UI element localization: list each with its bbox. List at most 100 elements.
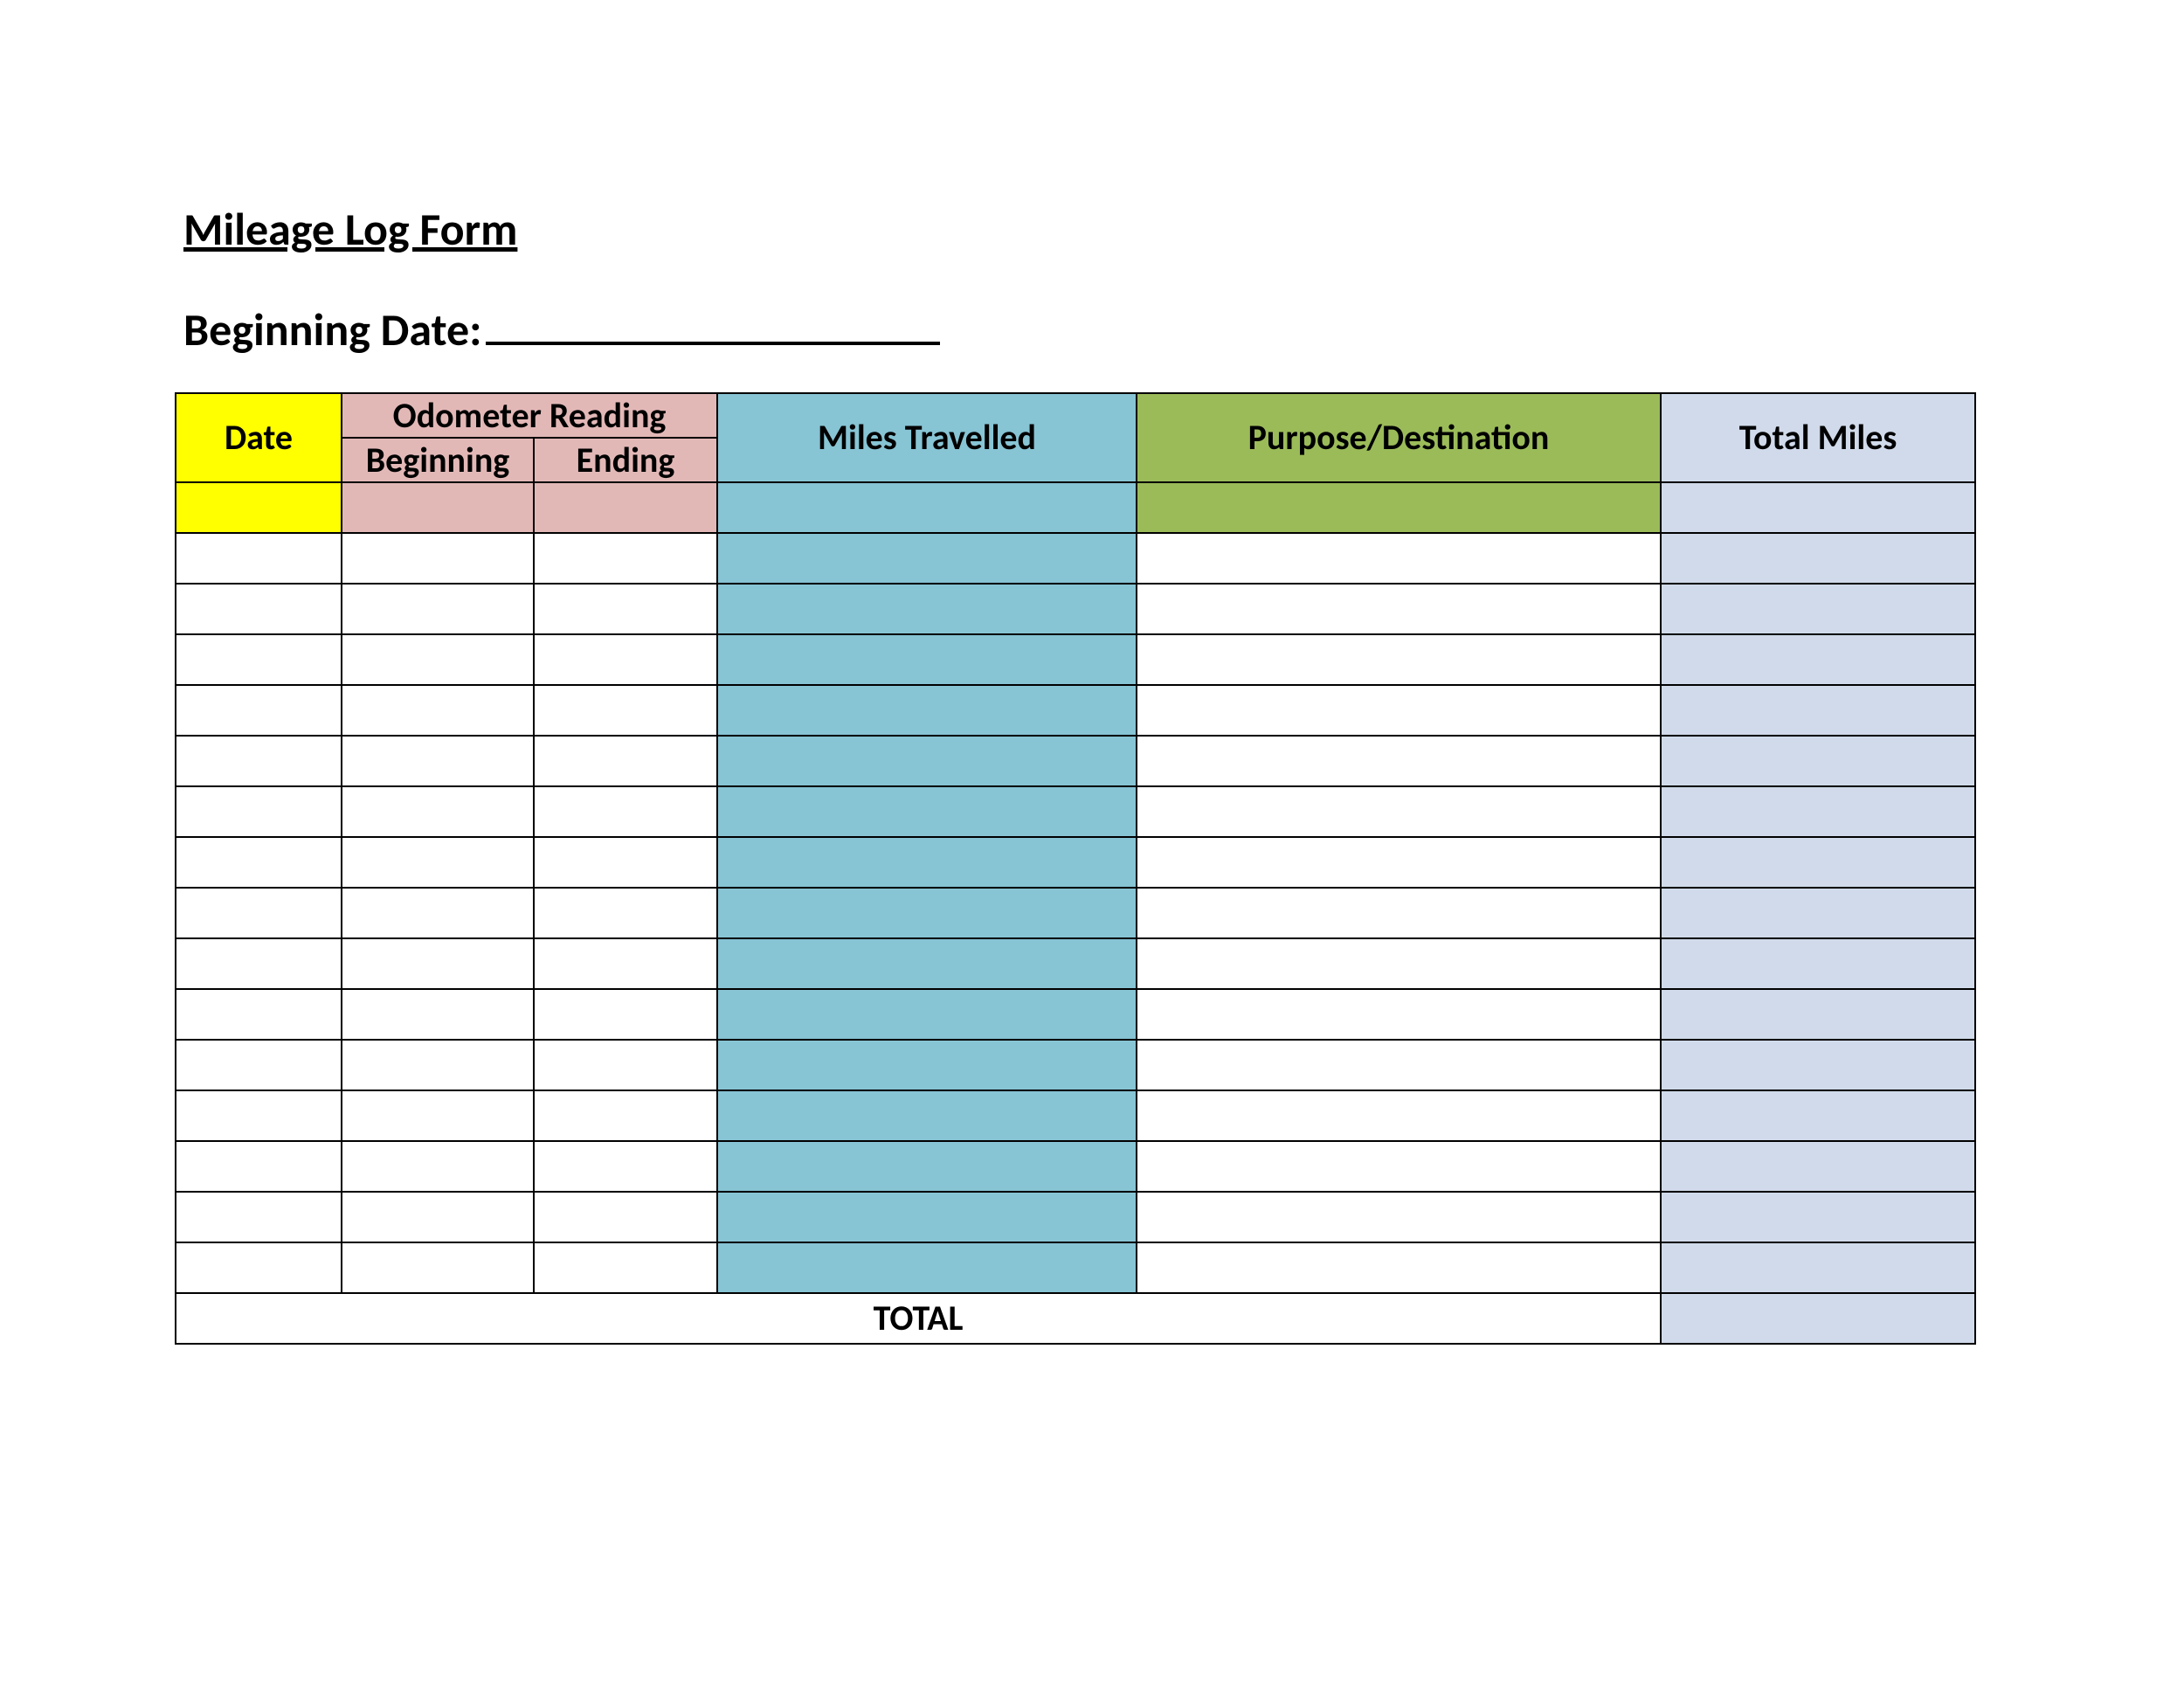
cell-date[interactable] (176, 1141, 342, 1192)
cell-total-miles[interactable] (1661, 584, 1975, 634)
cell-total-miles[interactable] (1661, 938, 1975, 989)
cell-date[interactable] (176, 685, 342, 736)
cell-purpose[interactable] (1137, 634, 1661, 685)
blank-purpose[interactable] (1137, 482, 1661, 533)
cell-date[interactable] (176, 837, 342, 888)
cell-miles-travelled[interactable] (717, 736, 1137, 786)
cell-purpose[interactable] (1137, 1040, 1661, 1090)
blank-date[interactable] (176, 482, 342, 533)
cell-date[interactable] (176, 1090, 342, 1141)
cell-date[interactable] (176, 736, 342, 786)
cell-odometer-ending[interactable] (534, 837, 717, 888)
cell-purpose[interactable] (1137, 685, 1661, 736)
cell-date[interactable] (176, 584, 342, 634)
blank-begin[interactable] (342, 482, 534, 533)
cell-odometer-beginning[interactable] (342, 1141, 534, 1192)
cell-odometer-ending[interactable] (534, 786, 717, 837)
cell-total-miles[interactable] (1661, 1141, 1975, 1192)
cell-miles-travelled[interactable] (717, 1090, 1137, 1141)
cell-miles-travelled[interactable] (717, 1141, 1137, 1192)
cell-purpose[interactable] (1137, 584, 1661, 634)
cell-odometer-beginning[interactable] (342, 736, 534, 786)
cell-odometer-ending[interactable] (534, 989, 717, 1040)
blank-miles[interactable] (717, 482, 1137, 533)
cell-miles-travelled[interactable] (717, 989, 1137, 1040)
cell-miles-travelled[interactable] (717, 1242, 1137, 1293)
cell-odometer-ending[interactable] (534, 888, 717, 938)
cell-odometer-ending[interactable] (534, 584, 717, 634)
cell-purpose[interactable] (1137, 888, 1661, 938)
cell-purpose[interactable] (1137, 1090, 1661, 1141)
cell-odometer-ending[interactable] (534, 634, 717, 685)
cell-total-miles[interactable] (1661, 786, 1975, 837)
header-row-1: Date Odometer Reading Miles Travelled Pu… (176, 393, 1975, 438)
cell-odometer-ending[interactable] (534, 1090, 717, 1141)
cell-odometer-ending[interactable] (534, 1040, 717, 1090)
cell-purpose[interactable] (1137, 1192, 1661, 1242)
cell-miles-travelled[interactable] (717, 888, 1137, 938)
cell-odometer-ending[interactable] (534, 533, 717, 584)
cell-total-miles[interactable] (1661, 888, 1975, 938)
cell-total-miles[interactable] (1661, 533, 1975, 584)
cell-total-miles[interactable] (1661, 736, 1975, 786)
cell-miles-travelled[interactable] (717, 1192, 1137, 1242)
cell-date[interactable] (176, 989, 342, 1040)
cell-purpose[interactable] (1137, 1141, 1661, 1192)
cell-miles-travelled[interactable] (717, 786, 1137, 837)
cell-odometer-ending[interactable] (534, 1242, 717, 1293)
cell-date[interactable] (176, 634, 342, 685)
cell-total-miles[interactable] (1661, 685, 1975, 736)
cell-odometer-ending[interactable] (534, 938, 717, 989)
cell-date[interactable] (176, 1040, 342, 1090)
total-value-cell[interactable] (1661, 1293, 1975, 1344)
cell-total-miles[interactable] (1661, 1192, 1975, 1242)
cell-odometer-beginning[interactable] (342, 938, 534, 989)
cell-total-miles[interactable] (1661, 634, 1975, 685)
cell-odometer-beginning[interactable] (342, 1040, 534, 1090)
cell-date[interactable] (176, 888, 342, 938)
cell-miles-travelled[interactable] (717, 533, 1137, 584)
cell-purpose[interactable] (1137, 1242, 1661, 1293)
cell-date[interactable] (176, 1192, 342, 1242)
cell-odometer-beginning[interactable] (342, 1090, 534, 1141)
cell-odometer-ending[interactable] (534, 736, 717, 786)
cell-miles-travelled[interactable] (717, 584, 1137, 634)
cell-odometer-beginning[interactable] (342, 634, 534, 685)
cell-odometer-ending[interactable] (534, 1192, 717, 1242)
cell-date[interactable] (176, 938, 342, 989)
cell-date[interactable] (176, 533, 342, 584)
cell-odometer-beginning[interactable] (342, 1242, 534, 1293)
cell-date[interactable] (176, 1242, 342, 1293)
cell-purpose[interactable] (1137, 989, 1661, 1040)
total-label-cell: TOTAL (176, 1293, 1661, 1344)
beginning-date-field[interactable] (486, 301, 940, 345)
cell-odometer-ending[interactable] (534, 1141, 717, 1192)
blank-total[interactable] (1661, 482, 1975, 533)
cell-miles-travelled[interactable] (717, 1040, 1137, 1090)
cell-total-miles[interactable] (1661, 837, 1975, 888)
cell-odometer-beginning[interactable] (342, 1192, 534, 1242)
cell-odometer-beginning[interactable] (342, 533, 534, 584)
cell-odometer-beginning[interactable] (342, 685, 534, 736)
cell-odometer-ending[interactable] (534, 685, 717, 736)
cell-purpose[interactable] (1137, 938, 1661, 989)
cell-total-miles[interactable] (1661, 989, 1975, 1040)
cell-total-miles[interactable] (1661, 1040, 1975, 1090)
cell-total-miles[interactable] (1661, 1090, 1975, 1141)
cell-purpose[interactable] (1137, 736, 1661, 786)
blank-end[interactable] (534, 482, 717, 533)
cell-odometer-beginning[interactable] (342, 584, 534, 634)
cell-total-miles[interactable] (1661, 1242, 1975, 1293)
cell-odometer-beginning[interactable] (342, 786, 534, 837)
cell-odometer-beginning[interactable] (342, 837, 534, 888)
cell-odometer-beginning[interactable] (342, 989, 534, 1040)
cell-purpose[interactable] (1137, 533, 1661, 584)
cell-miles-travelled[interactable] (717, 685, 1137, 736)
cell-miles-travelled[interactable] (717, 634, 1137, 685)
cell-date[interactable] (176, 786, 342, 837)
cell-miles-travelled[interactable] (717, 938, 1137, 989)
cell-purpose[interactable] (1137, 786, 1661, 837)
cell-purpose[interactable] (1137, 837, 1661, 888)
cell-miles-travelled[interactable] (717, 837, 1137, 888)
cell-odometer-beginning[interactable] (342, 888, 534, 938)
